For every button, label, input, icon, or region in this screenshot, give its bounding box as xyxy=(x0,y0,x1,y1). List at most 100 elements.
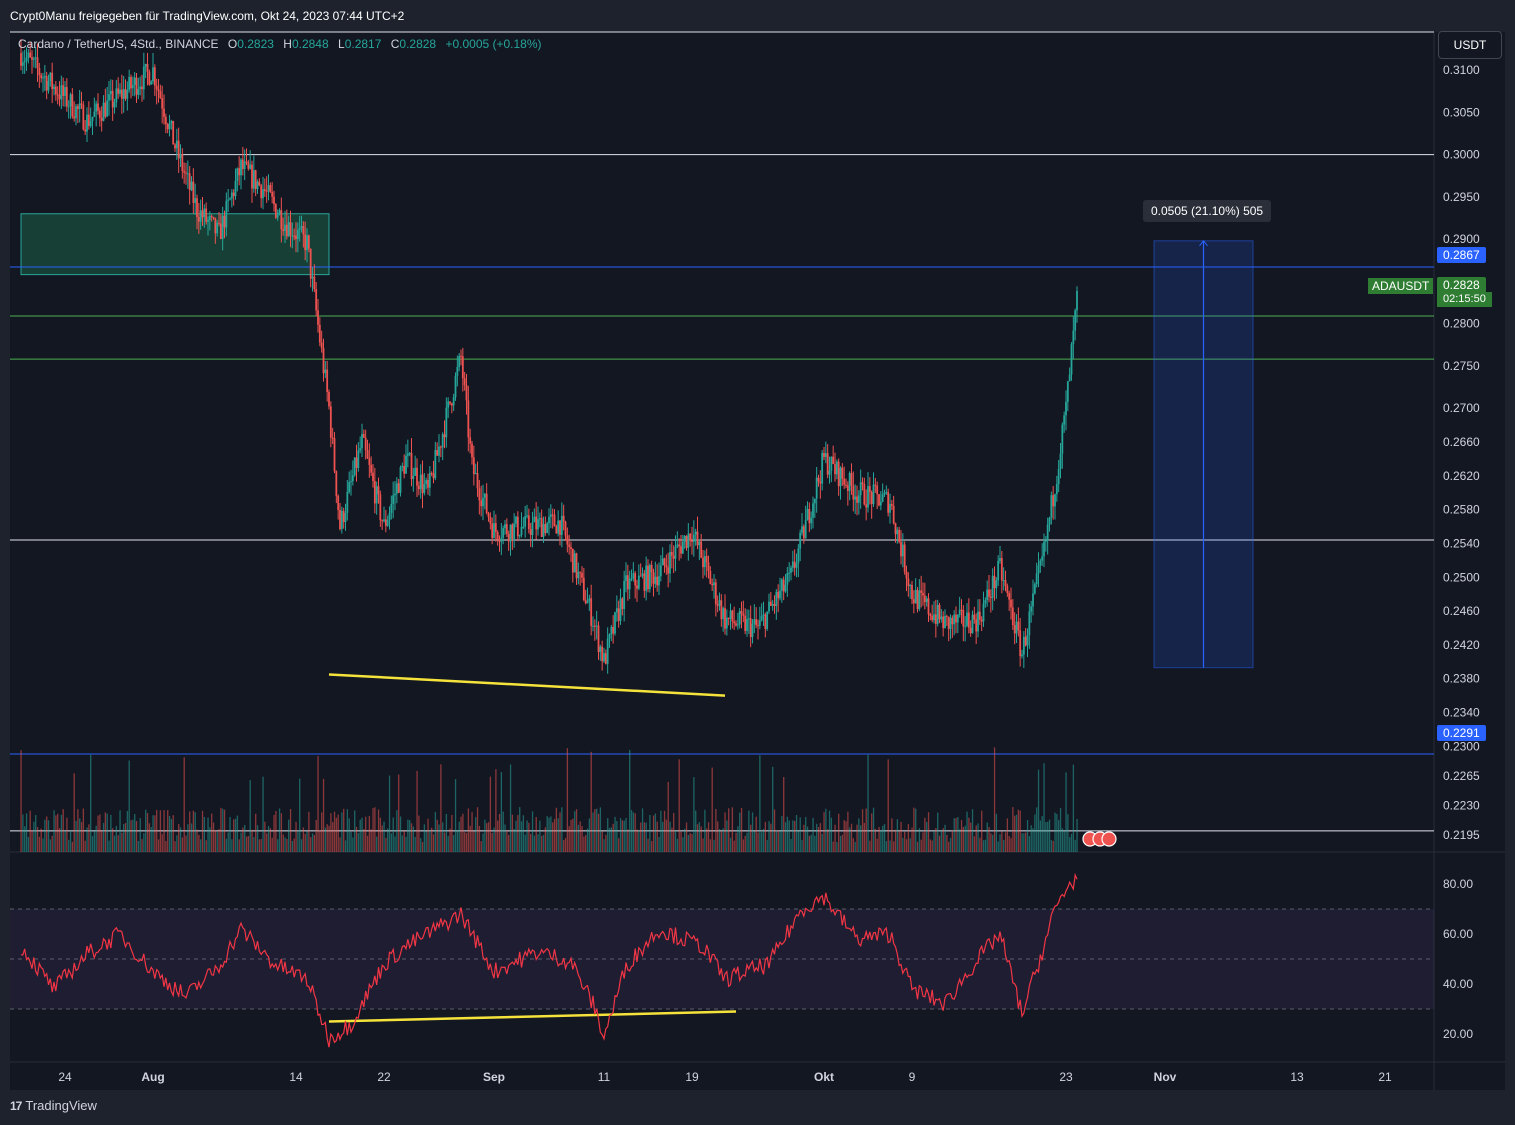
volume-bar xyxy=(264,821,266,852)
candle-body xyxy=(669,552,671,574)
volume-bar xyxy=(322,778,325,852)
volume-bar xyxy=(810,834,812,852)
volume-bar xyxy=(117,835,119,852)
volume-bar xyxy=(267,826,270,852)
volume-bar xyxy=(203,816,206,852)
volume-bar xyxy=(185,835,187,852)
candle-body xyxy=(100,117,103,121)
candle-body xyxy=(901,544,904,557)
volume-bar xyxy=(229,816,231,852)
volume-bar xyxy=(608,827,611,852)
volume-bar xyxy=(484,819,486,852)
candle-body xyxy=(361,434,363,449)
volume-bar xyxy=(172,815,174,852)
candle-body xyxy=(1013,625,1016,634)
candle-body xyxy=(108,94,110,101)
price-tick-14: 0.2460 xyxy=(1443,604,1480,618)
candle-body xyxy=(775,591,778,606)
volume-bar xyxy=(766,840,768,852)
volume-bar xyxy=(931,840,933,852)
candle-body xyxy=(58,94,61,100)
volume-bar xyxy=(871,813,873,852)
candle-body xyxy=(298,228,301,231)
volume-bar xyxy=(152,815,154,852)
volume-bar xyxy=(911,827,913,852)
candle-body xyxy=(408,453,411,455)
candle-body xyxy=(65,87,68,107)
candle-body xyxy=(802,526,805,539)
volume-bar xyxy=(566,748,569,852)
candle-body xyxy=(863,484,866,505)
volume-bar xyxy=(988,826,990,852)
volume-bar xyxy=(779,830,781,852)
candle-body xyxy=(989,596,992,598)
candle-body xyxy=(531,522,534,535)
candle-body xyxy=(153,67,156,86)
volume-bar xyxy=(22,814,24,852)
candle-body xyxy=(927,598,930,615)
candle-body xyxy=(350,481,352,483)
volume-bar xyxy=(775,830,778,852)
volume-bar xyxy=(157,839,160,852)
candle-body xyxy=(828,470,831,475)
candle-body xyxy=(357,450,360,469)
candle-body xyxy=(474,473,477,475)
candle-body xyxy=(31,57,33,60)
volume-bar xyxy=(1050,840,1053,852)
volume-bar xyxy=(91,836,94,852)
time-tick-8: 9 xyxy=(909,1070,916,1084)
volume-bar xyxy=(359,819,361,852)
candle-body xyxy=(306,235,308,251)
candle-body xyxy=(735,623,737,626)
candle-body xyxy=(793,561,796,568)
volume-bar xyxy=(128,760,130,852)
candle-body xyxy=(428,472,431,488)
candle-body xyxy=(339,509,341,529)
volume-bar xyxy=(861,809,864,852)
volume-bar xyxy=(214,830,217,852)
candle-body xyxy=(218,222,220,224)
volume-bar xyxy=(513,829,515,852)
volume-bar xyxy=(933,831,935,852)
volume-bar xyxy=(227,832,229,852)
candle-body xyxy=(988,589,990,597)
candle-body xyxy=(980,619,983,622)
volume-bar xyxy=(330,813,332,852)
candle-body xyxy=(962,609,965,627)
candle-body xyxy=(318,324,321,343)
candle-body xyxy=(355,457,358,469)
volume-bar xyxy=(293,838,295,852)
candle-body xyxy=(914,589,917,604)
volume-bar xyxy=(1074,839,1076,852)
candle-body xyxy=(423,484,426,493)
footer-brand[interactable]: 17 TradingView xyxy=(10,1098,97,1113)
volume-bar xyxy=(36,826,39,852)
volume-bar xyxy=(717,821,719,852)
volume-bar xyxy=(300,839,303,852)
volume-bar xyxy=(420,838,422,852)
candle-body xyxy=(788,572,791,574)
candle-body xyxy=(265,190,268,192)
volume-bar xyxy=(403,831,405,852)
volume-bar xyxy=(959,829,961,852)
volume-bar xyxy=(159,810,162,852)
currency-button[interactable]: USDT xyxy=(1438,31,1502,59)
candle-body xyxy=(830,456,833,471)
candle-body xyxy=(491,523,494,538)
volume-bar xyxy=(689,833,691,852)
candle-body xyxy=(137,88,140,95)
volume-bar xyxy=(167,810,169,852)
volume-bar xyxy=(898,831,900,852)
volume-bar xyxy=(1004,832,1007,852)
volume-bar xyxy=(777,830,779,852)
candle-body xyxy=(659,565,662,577)
volume-bar xyxy=(179,827,182,852)
candle-body xyxy=(661,558,664,566)
volume-bar xyxy=(680,831,682,852)
candle-body xyxy=(856,496,858,503)
volume-bar xyxy=(486,823,488,852)
volume-bar xyxy=(509,764,512,852)
candle-body xyxy=(636,585,638,589)
candle-body xyxy=(366,450,369,459)
